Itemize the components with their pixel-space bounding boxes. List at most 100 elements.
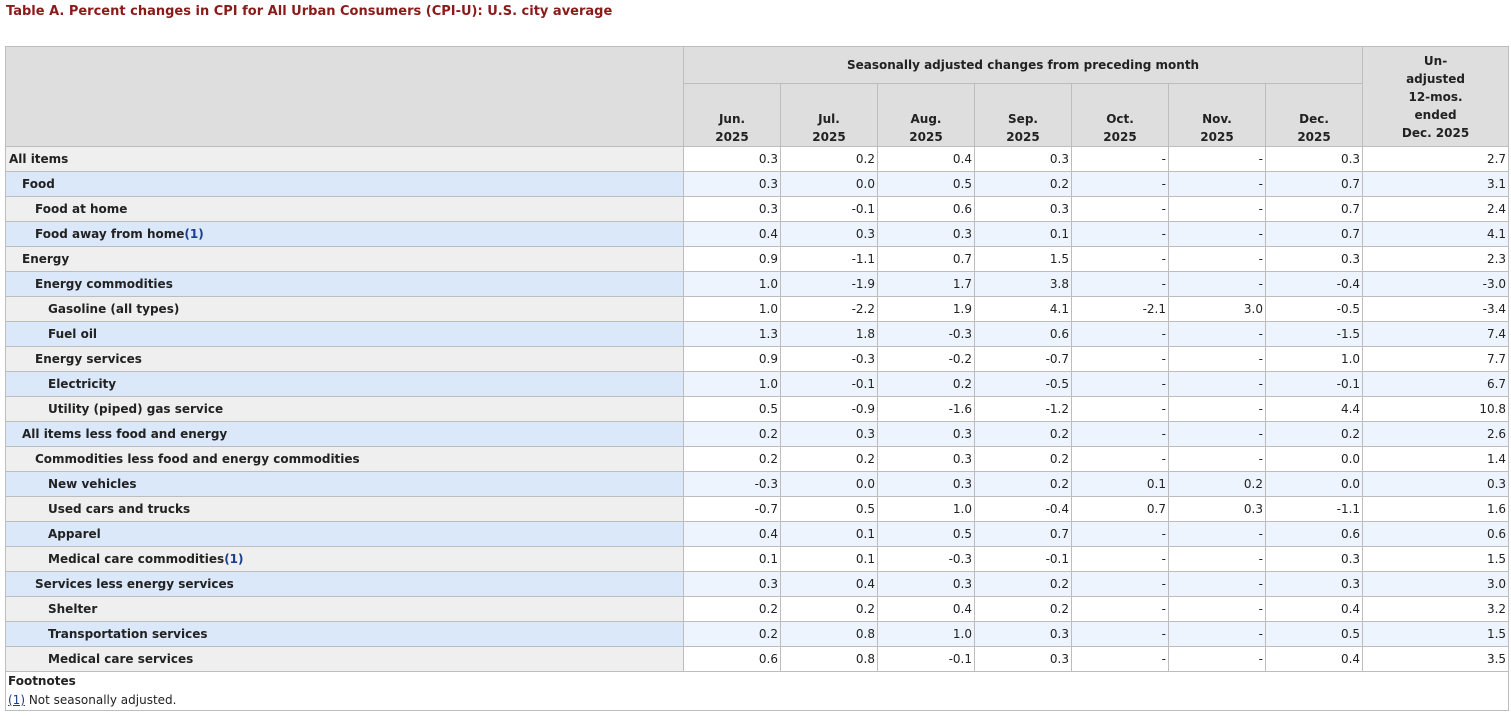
header-month-3: Sep. 2025 [974,83,1072,147]
value-cell: 1.0 [1264,346,1364,372]
month-label: Aug. [910,112,942,126]
table-header: Seasonally adjusted changes from precedi… [5,46,1510,147]
value-cell: 1.0 [877,621,975,647]
table-row: All items less food and energy 0.2 0.3 0.3 0… [5,421,1510,447]
footnote-marker-link[interactable]: (1) [8,693,25,707]
value-cell: -0.5 [1264,296,1364,322]
value-cell: 0.3 [683,196,781,222]
row-label: Utility (piped) gas service [48,402,224,416]
row-label: Energy commodities [35,277,173,291]
row-label: Shelter [48,602,98,616]
value-cell: - [1071,421,1169,447]
row-label: Gasoline (all types) [48,302,180,316]
value-cell: 3.8 [974,271,1072,297]
row-label: New vehicles [48,477,137,491]
row-label: Food at home [35,202,128,216]
row-label: Medical care commodities [48,552,225,566]
row-label: Energy services [35,352,142,366]
value-cell: 0.2 [974,596,1072,622]
table-row: Medical care commodities(1) 0.1 0.1 -0.3 -0.… [5,546,1510,572]
value-cell: 1.7 [877,271,975,297]
table-caption: Table A. Percent changes in CPI for All … [6,4,613,19]
value-cell: - [1168,646,1266,672]
value-cell: -0.1 [780,371,878,397]
value-cell: - [1168,596,1266,622]
row-label-cell: Medical care commodities(1) [5,546,684,572]
value-cell: 1.9 [877,296,975,322]
month-label: Dec. [1299,112,1329,126]
value-cell: 0.7 [974,521,1072,547]
cpi-table: Seasonally adjusted changes from precedi… [4,46,1510,711]
value-cell: 0.3 [683,571,781,597]
table-row: Medical care services 0.6 0.8 -0.1 0.3- -0.4 3… [5,646,1510,672]
value-cell: 0.3 [974,146,1072,172]
value-cell: -0.3 [780,346,878,372]
value-cell: -0.7 [683,496,781,522]
value-cell: 0.3 [1264,146,1364,172]
table-row: New vehicles -0.3 0.0 0.3 0.2 0.1 0.2 0.0 0.3 [5,471,1510,497]
value-cell: 0.2 [1264,421,1364,447]
table-row: Food 0.3 0.0 0.5 0.2- -0.7 3.1 [5,171,1510,197]
footnote-number: 1 [229,552,239,566]
value-cell: 0.3 [1264,546,1364,572]
value-cell: 0.6 [877,196,975,222]
value-cell: - [1168,571,1266,597]
row-label-cell: Utility (piped) gas service [5,396,684,422]
footnote-text: Not seasonally adjusted. [25,693,177,707]
value-cell: 0.3 [683,171,781,197]
value-cell: 0.8 [780,621,878,647]
value-cell: 0.5 [877,521,975,547]
value-cell: - [1168,221,1266,247]
value-cell: - [1071,571,1169,597]
table-row: Food at home 0.3 -0.1 0.6 0.3- -0.7 2.4 [5,196,1510,222]
value-cell: 0.4 [683,521,781,547]
footnote-link[interactable]: (1) [184,227,204,241]
value-cell: 1.8 [780,321,878,347]
value-cell: - [1168,371,1266,397]
table-row: Gasoline (all types) 1.0 -2.2 1.9 4.1 -2.1 3.0… [5,296,1510,322]
value-cell: 0.5 [780,496,878,522]
value-cell: 3.0 [1168,296,1266,322]
value-cell: - [1168,396,1266,422]
value-cell: 0.5 [1264,621,1364,647]
value-cell: 2.4 [1362,196,1510,222]
value-cell: 0.2 [683,621,781,647]
value-cell: 0.2 [780,446,878,472]
value-cell: 1.6 [1362,496,1510,522]
row-label: All items [9,152,69,166]
row-label-cell: Used cars and trucks [5,496,684,522]
row-label: Energy [22,252,70,266]
table-row: Services less energy services 0.3 0.4 0.3 0.… [5,571,1510,597]
month-year: 2025 [1103,130,1137,144]
row-label-cell: Medical care services [5,646,684,672]
row-label-cell: Commodities less food and energy commodi… [5,446,684,472]
row-label-cell: Transportation services [5,621,684,647]
row-label: Fuel oil [48,327,98,341]
value-cell: 0.1 [683,546,781,572]
value-cell: 0.2 [974,421,1072,447]
value-cell: -1.5 [1264,321,1364,347]
month-label: Jul. [818,112,840,126]
month-year: 2025 [715,130,749,144]
value-cell: -0.1 [877,646,975,672]
row-label-cell: Shelter [5,596,684,622]
value-cell: 1.3 [683,321,781,347]
value-cell: 1.5 [1362,546,1510,572]
value-cell: - [1168,171,1266,197]
value-cell: -1.9 [780,271,878,297]
month-year: 2025 [1200,130,1234,144]
value-cell: - [1071,371,1169,397]
header-unadjusted: Un-adjusted 12-mos. ended Dec. 2025 [1362,46,1510,147]
row-label: Food [22,177,55,191]
value-cell: 0.6 [1362,521,1510,547]
value-cell: 0.2 [780,146,878,172]
footnote-link[interactable]: (1) [224,552,244,566]
table-row: Commodities less food and energy commodi… [5,446,1510,472]
table-row: Energy services 0.9 -0.3 -0.2 -0.7- -1.0 7.7 [5,346,1510,372]
value-cell: 1.0 [683,371,781,397]
value-cell: - [1071,646,1169,672]
value-cell: 0.3 [1264,246,1364,272]
value-cell: -1.1 [780,246,878,272]
footnotes: Footnotes (1) Not seasonally adjusted. [4,671,1510,711]
value-cell: 0.2 [877,371,975,397]
